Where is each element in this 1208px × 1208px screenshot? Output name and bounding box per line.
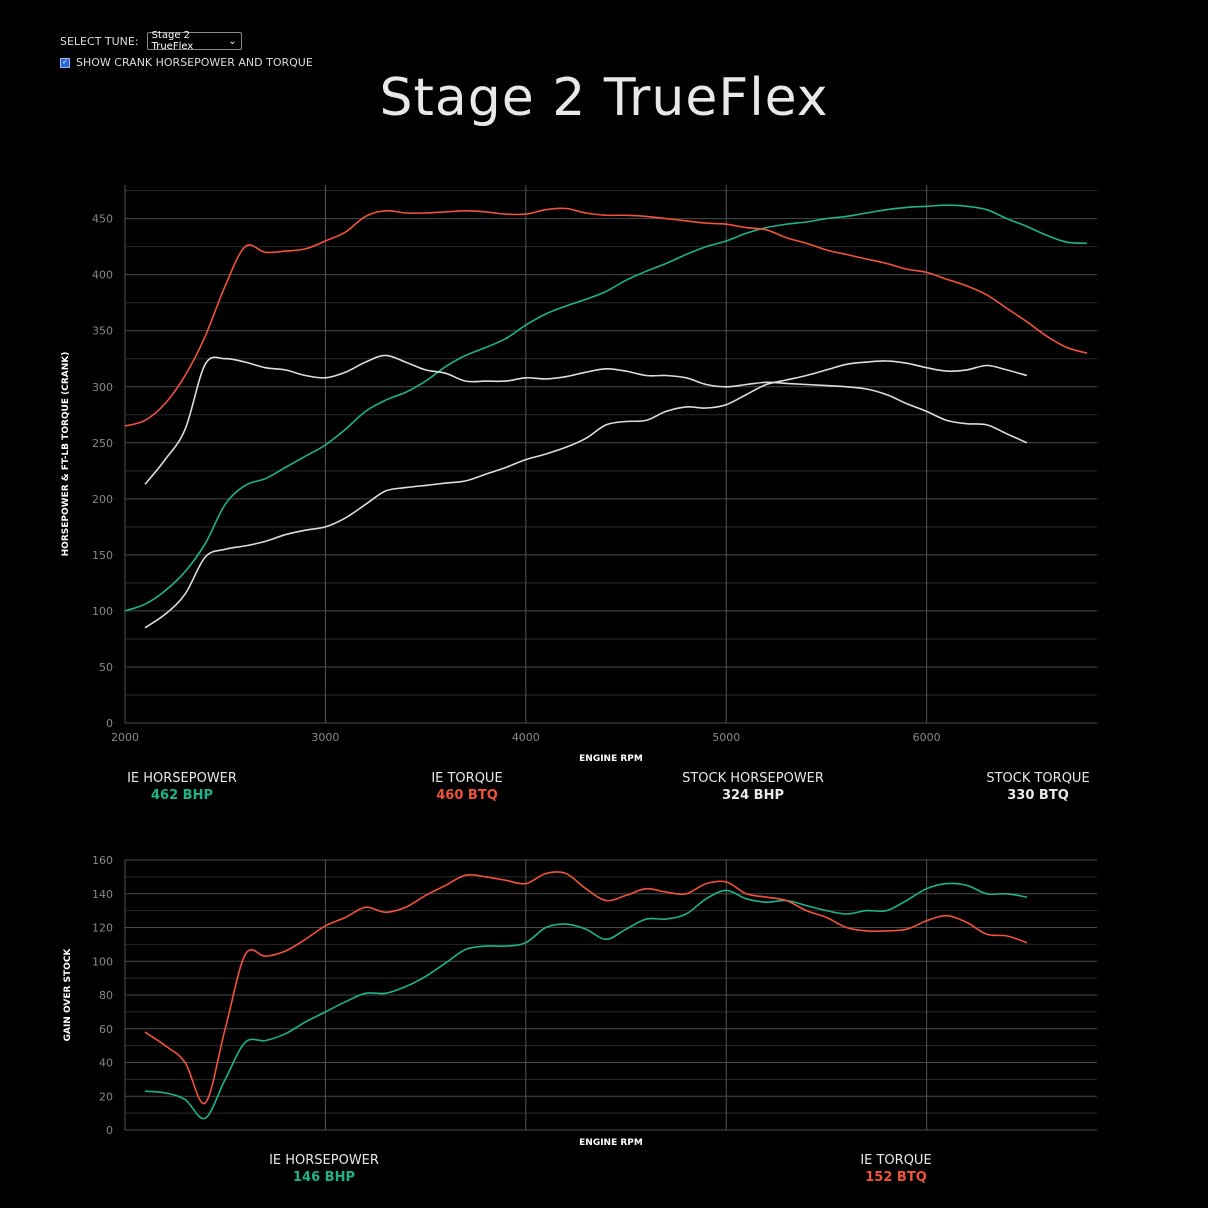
series-line-ie-torque: [144, 871, 1028, 1105]
crank-checkbox[interactable]: ✓: [60, 57, 70, 68]
y-tick-label: 250: [92, 437, 113, 450]
page-title: Stage 2 TrueFlex: [379, 68, 829, 128]
y-tick-label: 350: [92, 325, 113, 338]
x-tick-label: 3000: [311, 731, 339, 744]
y-tick-label: 0: [106, 1124, 113, 1137]
x-axis-title: ENGINE RPM: [579, 754, 643, 764]
y-tick-label: 50: [99, 661, 113, 674]
y-axis-title: HORSEPOWER & FT-LB TORQUE (CRANK): [61, 352, 71, 557]
series-line-ie-horsepower: [124, 204, 1088, 612]
crank-checkbox-label: SHOW CRANK HORSEPOWER AND TORQUE: [76, 56, 313, 69]
y-tick-label: 140: [92, 888, 113, 901]
y-tick-label: 150: [92, 549, 113, 562]
y-tick-label: 80: [99, 989, 113, 1002]
y-tick-label: 200: [92, 493, 113, 506]
y-tick-label: 40: [99, 1057, 113, 1070]
y-tick-label: 450: [92, 213, 113, 226]
chevron-down-icon: ⌄: [228, 35, 237, 47]
tune-select[interactable]: Stage 2 TrueFlex ⌄: [146, 30, 242, 52]
series-line-ie-torque: [124, 207, 1088, 427]
crank-checkbox-row: ✓ SHOW CRANK HORSEPOWER AND TORQUE: [60, 56, 313, 69]
series-line-ie-horsepower: [144, 882, 1028, 1120]
y-tick-label: 0: [106, 717, 113, 730]
legend-label: STOCK TORQUE: [986, 771, 1090, 786]
gain-legend-ie-horsepower: IE HORSEPOWER 146 BHP: [254, 1153, 394, 1185]
select-tune-row: SELECT TUNE: Stage 2 TrueFlex ⌄: [60, 30, 313, 52]
x-tick-label: 2000: [111, 731, 139, 744]
legend-value: 462 BHP: [151, 788, 213, 803]
series-line-stock-horsepower: [144, 360, 1028, 629]
gain-legend-ie-torque: IE TORQUE 152 BTQ: [836, 1153, 956, 1185]
tune-select-value: Stage 2 TrueFlex: [151, 30, 194, 52]
y-tick-label: 120: [92, 922, 113, 935]
select-tune-label: SELECT TUNE:: [60, 34, 139, 48]
legend-label: IE TORQUE: [431, 771, 503, 786]
legend-label: IE HORSEPOWER: [269, 1153, 379, 1168]
y-tick-label: 60: [99, 1023, 113, 1036]
y-tick-label: 300: [92, 381, 113, 394]
legend-value: 324 BHP: [722, 788, 784, 803]
legend-label: STOCK HORSEPOWER: [682, 771, 824, 786]
legend-stock-torque: STOCK TORQUE 330 BTQ: [978, 771, 1098, 803]
x-axis-title: ENGINE RPM: [579, 1138, 643, 1148]
y-tick-label: 400: [92, 269, 113, 282]
legend-label: IE HORSEPOWER: [127, 771, 237, 786]
x-tick-label: 5000: [712, 731, 740, 744]
y-tick-label: 20: [99, 1090, 113, 1103]
y-tick-label: 100: [92, 955, 113, 968]
y-axis-title: GAIN OVER STOCK: [63, 948, 73, 1042]
x-tick-label: 4000: [512, 731, 540, 744]
legend-value: 460 BTQ: [436, 788, 498, 803]
legend-value: 330 BTQ: [1007, 788, 1069, 803]
tune-controls: SELECT TUNE: Stage 2 TrueFlex ⌄ ✓ SHOW C…: [60, 30, 313, 69]
legend-value: 146 BHP: [293, 1170, 355, 1185]
legend-value: 152 BTQ: [865, 1170, 927, 1185]
x-tick-label: 6000: [913, 731, 941, 744]
series-line-stock-torque: [144, 354, 1028, 485]
legend-label: IE TORQUE: [860, 1153, 932, 1168]
y-tick-label: 100: [92, 605, 113, 618]
legend-stock-horsepower: STOCK HORSEPOWER 324 BHP: [673, 771, 833, 803]
legend-ie-torque: IE TORQUE 460 BTQ: [407, 771, 527, 803]
y-tick-label: 160: [92, 854, 113, 867]
legend-ie-horsepower: IE HORSEPOWER 462 BHP: [112, 771, 252, 803]
